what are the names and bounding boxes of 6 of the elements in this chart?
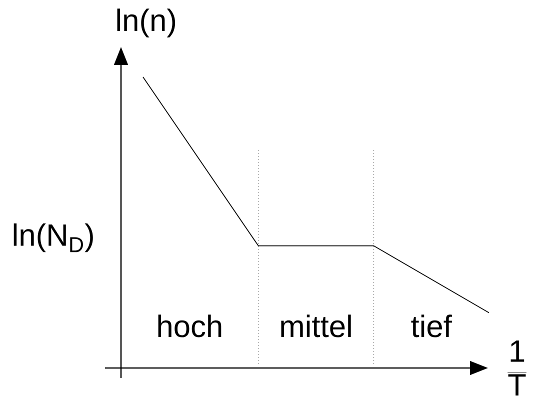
- annotation: tief: [411, 314, 452, 338]
- text: ln(N$_{D}$): [14, 223, 93, 252]
- annotation: mittel: [281, 314, 351, 338]
- y-axis-title: ln(n): [117, 8, 176, 38]
- annotation: hoch: [158, 314, 222, 338]
- x-axis-title: $\frac{\mathrm{1}}{\mathrm{T}}$: [508, 340, 526, 396]
